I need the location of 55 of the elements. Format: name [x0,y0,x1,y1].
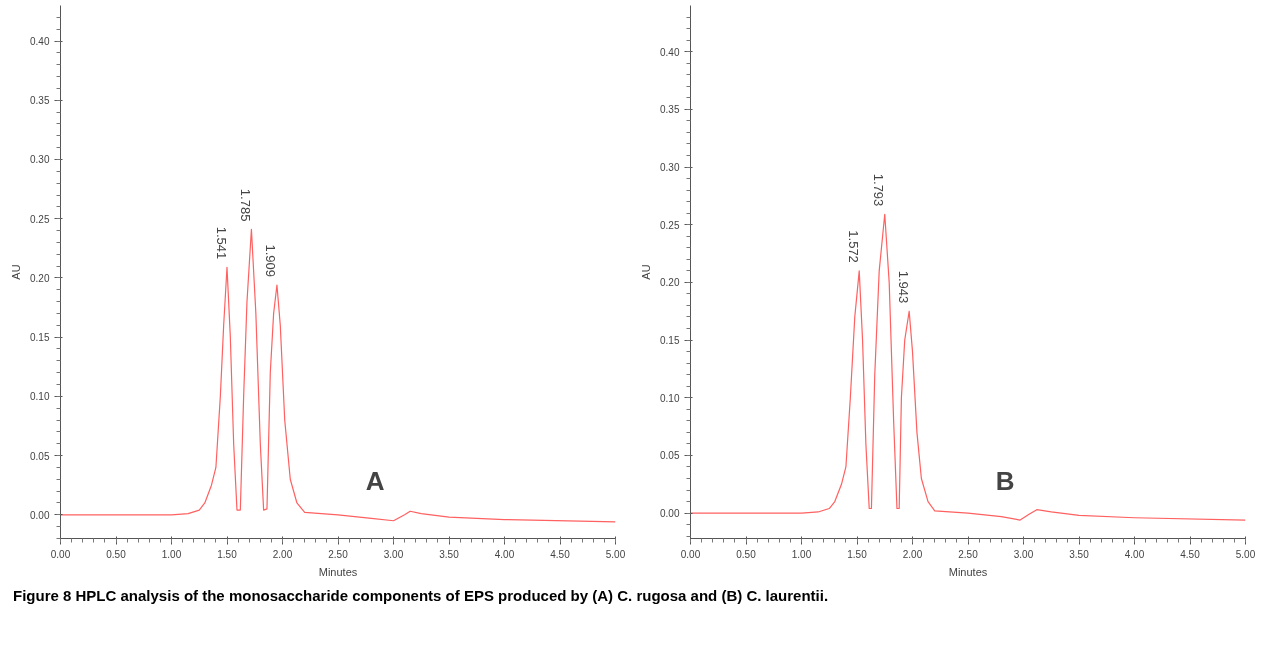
y-tick-label: 0.25 [30,213,50,225]
y-tick-label: 0.20 [30,272,50,284]
x-tick-label: 0.00 [680,548,701,560]
x-tick-label: 0.50 [736,548,757,560]
y-tick-label: 0.10 [30,391,50,403]
y-tick-label: 0.00 [660,508,680,520]
y-tick-label: 0.05 [30,450,50,462]
x-tick-label: 2.00 [902,548,923,560]
annotation: 1.785 [237,188,253,222]
y-axis-title: AU [640,264,653,280]
annotation: 1.943 [895,270,911,304]
caption: Figure 8 HPLC analysis of the monosaccharide components of EPS produced by (A) C. rugosa and (B) C. laurentii. [13,586,829,606]
x-tick-label: 1.50 [217,548,238,560]
x-tick-label: 2.00 [272,548,293,560]
x-tick-label: 3.50 [1069,548,1090,560]
x-tick-label: 1.50 [847,548,868,560]
y-tick-label: 0.40 [660,46,680,58]
x-tick-label: 3.00 [1013,548,1034,560]
x-axis-title: Minutes [318,565,358,578]
x-tick-label: 2.50 [328,548,349,560]
y-tick-label: 0.10 [660,392,680,404]
y-tick-label: 0.15 [660,335,680,347]
x-tick-label: 0.00 [50,548,71,560]
y-axis-title: AU [10,264,23,280]
x-axis-title: Minutes [948,565,988,578]
x-tick-label: 3.00 [383,548,404,560]
y-tick-label: 0.30 [660,162,680,174]
x-tick-label: 0.50 [106,548,127,560]
x-tick-label: 4.50 [550,548,571,560]
annotation: 1.909 [263,244,279,278]
x-tick-label: 4.00 [1124,548,1145,560]
y-tick-label: 0.35 [660,104,680,116]
x-tick-label: 5.00 [1235,548,1256,560]
y-tick-label: 0.30 [30,154,50,166]
annotation: B [995,465,1015,496]
annotation: A [365,465,385,496]
y-tick-label: 0.25 [660,219,680,231]
line-series [60,228,616,523]
x-tick-label: 4.50 [1180,548,1201,560]
line-series [690,213,1246,521]
y-tick-label: 0.05 [660,450,680,462]
annotation: 1.541 [213,226,229,260]
y-tick-label: 0.20 [660,277,680,289]
x-tick-label: 5.00 [605,548,626,560]
x-tick-label: 1.00 [791,548,812,560]
x-tick-label: 2.50 [958,548,979,560]
y-tick-label: 0.35 [30,95,50,107]
annotation: 1.793 [871,173,887,207]
annotation: 1.572 [845,230,861,263]
x-tick-label: 4.00 [494,548,515,560]
y-tick-label: 0.00 [30,509,50,521]
x-tick-label: 1.00 [161,548,182,560]
x-tick-label: 3.50 [439,548,460,560]
y-tick-label: 0.15 [30,332,50,344]
y-tick-label: 0.40 [30,36,50,48]
